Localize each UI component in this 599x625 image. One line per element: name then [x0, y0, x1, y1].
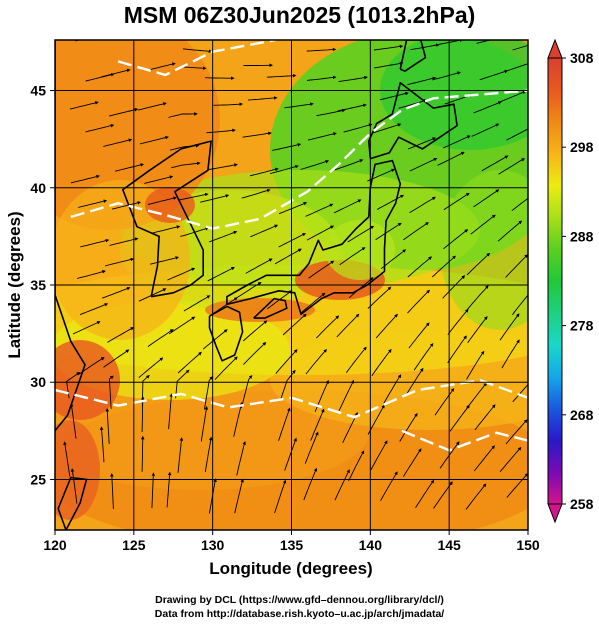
longitude-tick-label: 150: [516, 537, 540, 553]
streamlines: [63, 40, 528, 514]
y-axis-title: Latitude (degrees): [5, 211, 24, 358]
coastlines: [55, 40, 458, 530]
latitude-tick-label: 40: [30, 180, 46, 196]
latitude-tick-label: 45: [30, 83, 46, 99]
colorbar-tick-label: 298: [570, 139, 594, 155]
longitude-tick-label: 125: [122, 537, 146, 553]
colorbar-scale: [547, 57, 563, 505]
plot-frame: [54, 39, 529, 531]
colorbar-tick-label: 258: [570, 496, 594, 512]
colorbar-tick-label: 288: [570, 228, 594, 244]
latitude-tick-labels: 25 30 35 40 45: [30, 83, 46, 488]
latitude-tick-label: 35: [30, 277, 46, 293]
colorbar: 308 298 288 278 268 258: [547, 38, 594, 524]
colorbar-max-arrow: [547, 38, 563, 59]
map-title: MSM 06Z30Jun2025 (1013.2hPa): [123, 2, 476, 28]
colorbar-tick-label: 278: [570, 318, 594, 334]
colorbar-tick-label: 268: [570, 407, 594, 423]
longitude-tick-label: 120: [43, 537, 67, 553]
credit-drawing: Drawing by DCL (https://www.gfd–dennou.o…: [155, 594, 444, 606]
colorbar-tick-label: 308: [570, 50, 594, 66]
latitude-tick-label: 30: [30, 374, 46, 390]
x-axis-title: Longitude (degrees): [209, 559, 372, 578]
colorbar-min-arrow: [547, 503, 563, 524]
credit-data-source: Data from http://database.rish.kyoto–u.a…: [154, 608, 445, 620]
longitude-tick-label: 140: [359, 537, 383, 553]
latitude-tick-label: 25: [30, 471, 46, 487]
longitude-tick-labels: 120 125 130 135 140 145 150: [43, 537, 540, 553]
longitude-tick-label: 145: [437, 537, 461, 553]
longitude-tick-label: 130: [201, 537, 225, 553]
longitude-tick-label: 135: [280, 537, 304, 553]
